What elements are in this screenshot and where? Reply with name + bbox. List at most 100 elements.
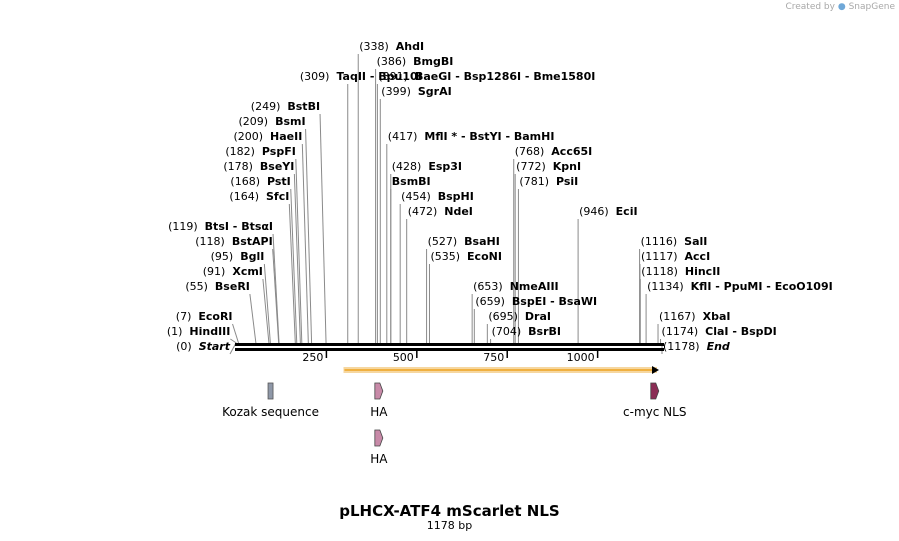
site-line-sfci	[288, 203, 296, 344]
site-position: (653)	[473, 280, 503, 293]
created-by-text: Created by	[785, 2, 835, 12]
site-name: SfcI	[266, 190, 289, 203]
site-name: NdeI	[444, 205, 473, 218]
site-name: Bpu10I	[378, 70, 422, 83]
plasmid-name: pLHCX-ATF4 mScarlet NLS	[339, 502, 559, 520]
site-separator: -	[521, 70, 533, 83]
site-position: (118)	[195, 235, 225, 248]
site-line-bgli	[263, 263, 271, 344]
feature-arrow	[374, 382, 384, 400]
ruler-tick-label: 250	[302, 351, 323, 364]
ruler-tick-label: 500	[393, 351, 414, 364]
site-name: DraI	[525, 310, 551, 323]
site-name: Esp3I	[428, 160, 462, 173]
site-lines-group	[229, 54, 663, 355]
site-position: (1118)	[641, 265, 678, 278]
features-group: Kozak sequence HA c-myc NLS HA	[222, 366, 686, 466]
site-bspei: (659) BspEI - BsaWI	[475, 295, 597, 308]
site-name: End	[707, 340, 730, 353]
site-kfli: (1134) KflI - PpuMI - EcoO109I	[647, 280, 833, 293]
site-mfli: (417) MflI * - BstYI - BamHI	[388, 130, 555, 143]
site-name: XbaI	[703, 310, 731, 323]
site-position: (209)	[239, 115, 269, 128]
site-separator: -	[711, 280, 723, 293]
site-name: Bsp1286I	[464, 70, 522, 83]
site-name: HincII	[685, 265, 721, 278]
site-name: BglI	[240, 250, 264, 263]
site-separator: -	[502, 130, 514, 143]
site-line-haeii	[301, 143, 309, 344]
site-xbai: (1167) XbaI	[659, 310, 730, 323]
site-bsrbi: (704) BsrBI	[492, 325, 561, 338]
site-position: (119)	[168, 220, 198, 233]
site-ndei: (472) NdeI	[408, 205, 473, 218]
site-esp3i: (428) Esp3I	[392, 160, 462, 173]
site-name: BstAPI	[232, 235, 273, 248]
site-name: BamHI	[514, 130, 555, 143]
site-name: XcmI	[232, 265, 263, 278]
site-position: (95)	[211, 250, 234, 263]
site-hindiii: (1) HindIII	[167, 325, 231, 338]
site-bsahi: (527) BsaHI	[428, 235, 500, 248]
site-position: (1117)	[641, 250, 678, 263]
site-line-xcmi	[262, 278, 270, 344]
site-position: (1174)	[662, 325, 699, 338]
site-kpni: (772) KpnI	[516, 160, 581, 173]
brand-text: SnapGene	[848, 2, 895, 12]
site-clai: (1174) ClaI - BspDI	[662, 325, 777, 338]
site-separator: -	[728, 325, 740, 338]
site-pspfi: (182) PspFI	[225, 145, 295, 158]
site-position: (55)	[185, 280, 208, 293]
feature-label: Kozak sequence	[222, 405, 319, 419]
site-name: BspHI	[438, 190, 474, 203]
site-line-hindiii	[230, 338, 237, 344]
site-name: TaqII	[336, 70, 366, 83]
site-nmeaiii: (653) NmeAIII	[473, 280, 559, 293]
backbone	[235, 343, 664, 351]
site-xcmi: (91) XcmI	[203, 265, 263, 278]
site-drai: (695) DraI	[488, 310, 551, 323]
feature-ha2: HA	[370, 429, 388, 466]
feature-label: HA	[370, 405, 388, 419]
site-position: (428)	[392, 160, 422, 173]
site-beseri: (55) BseRI	[185, 280, 250, 293]
feature-ha1: HA	[370, 382, 388, 419]
site-name: SgrAI	[418, 85, 452, 98]
site-sali: (1116) SalI	[641, 235, 708, 248]
site-position: (91)	[203, 265, 226, 278]
site-position: (200)	[233, 130, 263, 143]
site-line-pspfi	[295, 158, 303, 344]
site-ahdi: (338) AhdI	[359, 40, 424, 53]
site-name: AhdI	[396, 40, 424, 53]
site-labels-group: (0) Start (1) HindIII (7) EcoRI (55) BseRI (91) X…	[167, 40, 833, 353]
feature-box	[267, 382, 274, 400]
site-position: (1134)	[647, 280, 684, 293]
site-position: (168)	[230, 175, 260, 188]
site-position: (338)	[359, 40, 389, 53]
feature-label: HA	[370, 452, 388, 466]
site-position: (249)	[251, 100, 281, 113]
site-name: EcoNI	[467, 250, 502, 263]
feature-arrow	[650, 382, 660, 400]
site-acci: (1117) AccI	[641, 250, 710, 263]
site-line-bseyi	[293, 173, 301, 344]
plasmid-length: 1178 bp	[427, 519, 472, 532]
site-line-bstbi	[319, 113, 327, 344]
site-position: (164)	[229, 190, 259, 203]
site-name: EcoO109I	[775, 280, 833, 293]
site-bstbi: (249) BstBI	[251, 100, 320, 113]
feature-arrow	[374, 429, 384, 447]
site-position: (768)	[515, 145, 545, 158]
site-position: (695)	[488, 310, 518, 323]
site-acc65i: (768) Acc65I	[515, 145, 593, 158]
site-position: (772)	[516, 160, 546, 173]
site-name: BspEI	[512, 295, 546, 308]
site-bsmbi: BsmBI	[392, 175, 431, 188]
site-bstapi: (118) BstAPI	[195, 235, 272, 248]
site-name: BtsαI	[241, 220, 273, 233]
site-taqii: (309) TaqII - Bpu10I	[300, 70, 422, 83]
site-hincii: (1118) HincII	[641, 265, 720, 278]
orf-arrow-head	[652, 366, 659, 374]
site-name: SalI	[684, 235, 707, 248]
site-position: (704)	[492, 325, 522, 338]
